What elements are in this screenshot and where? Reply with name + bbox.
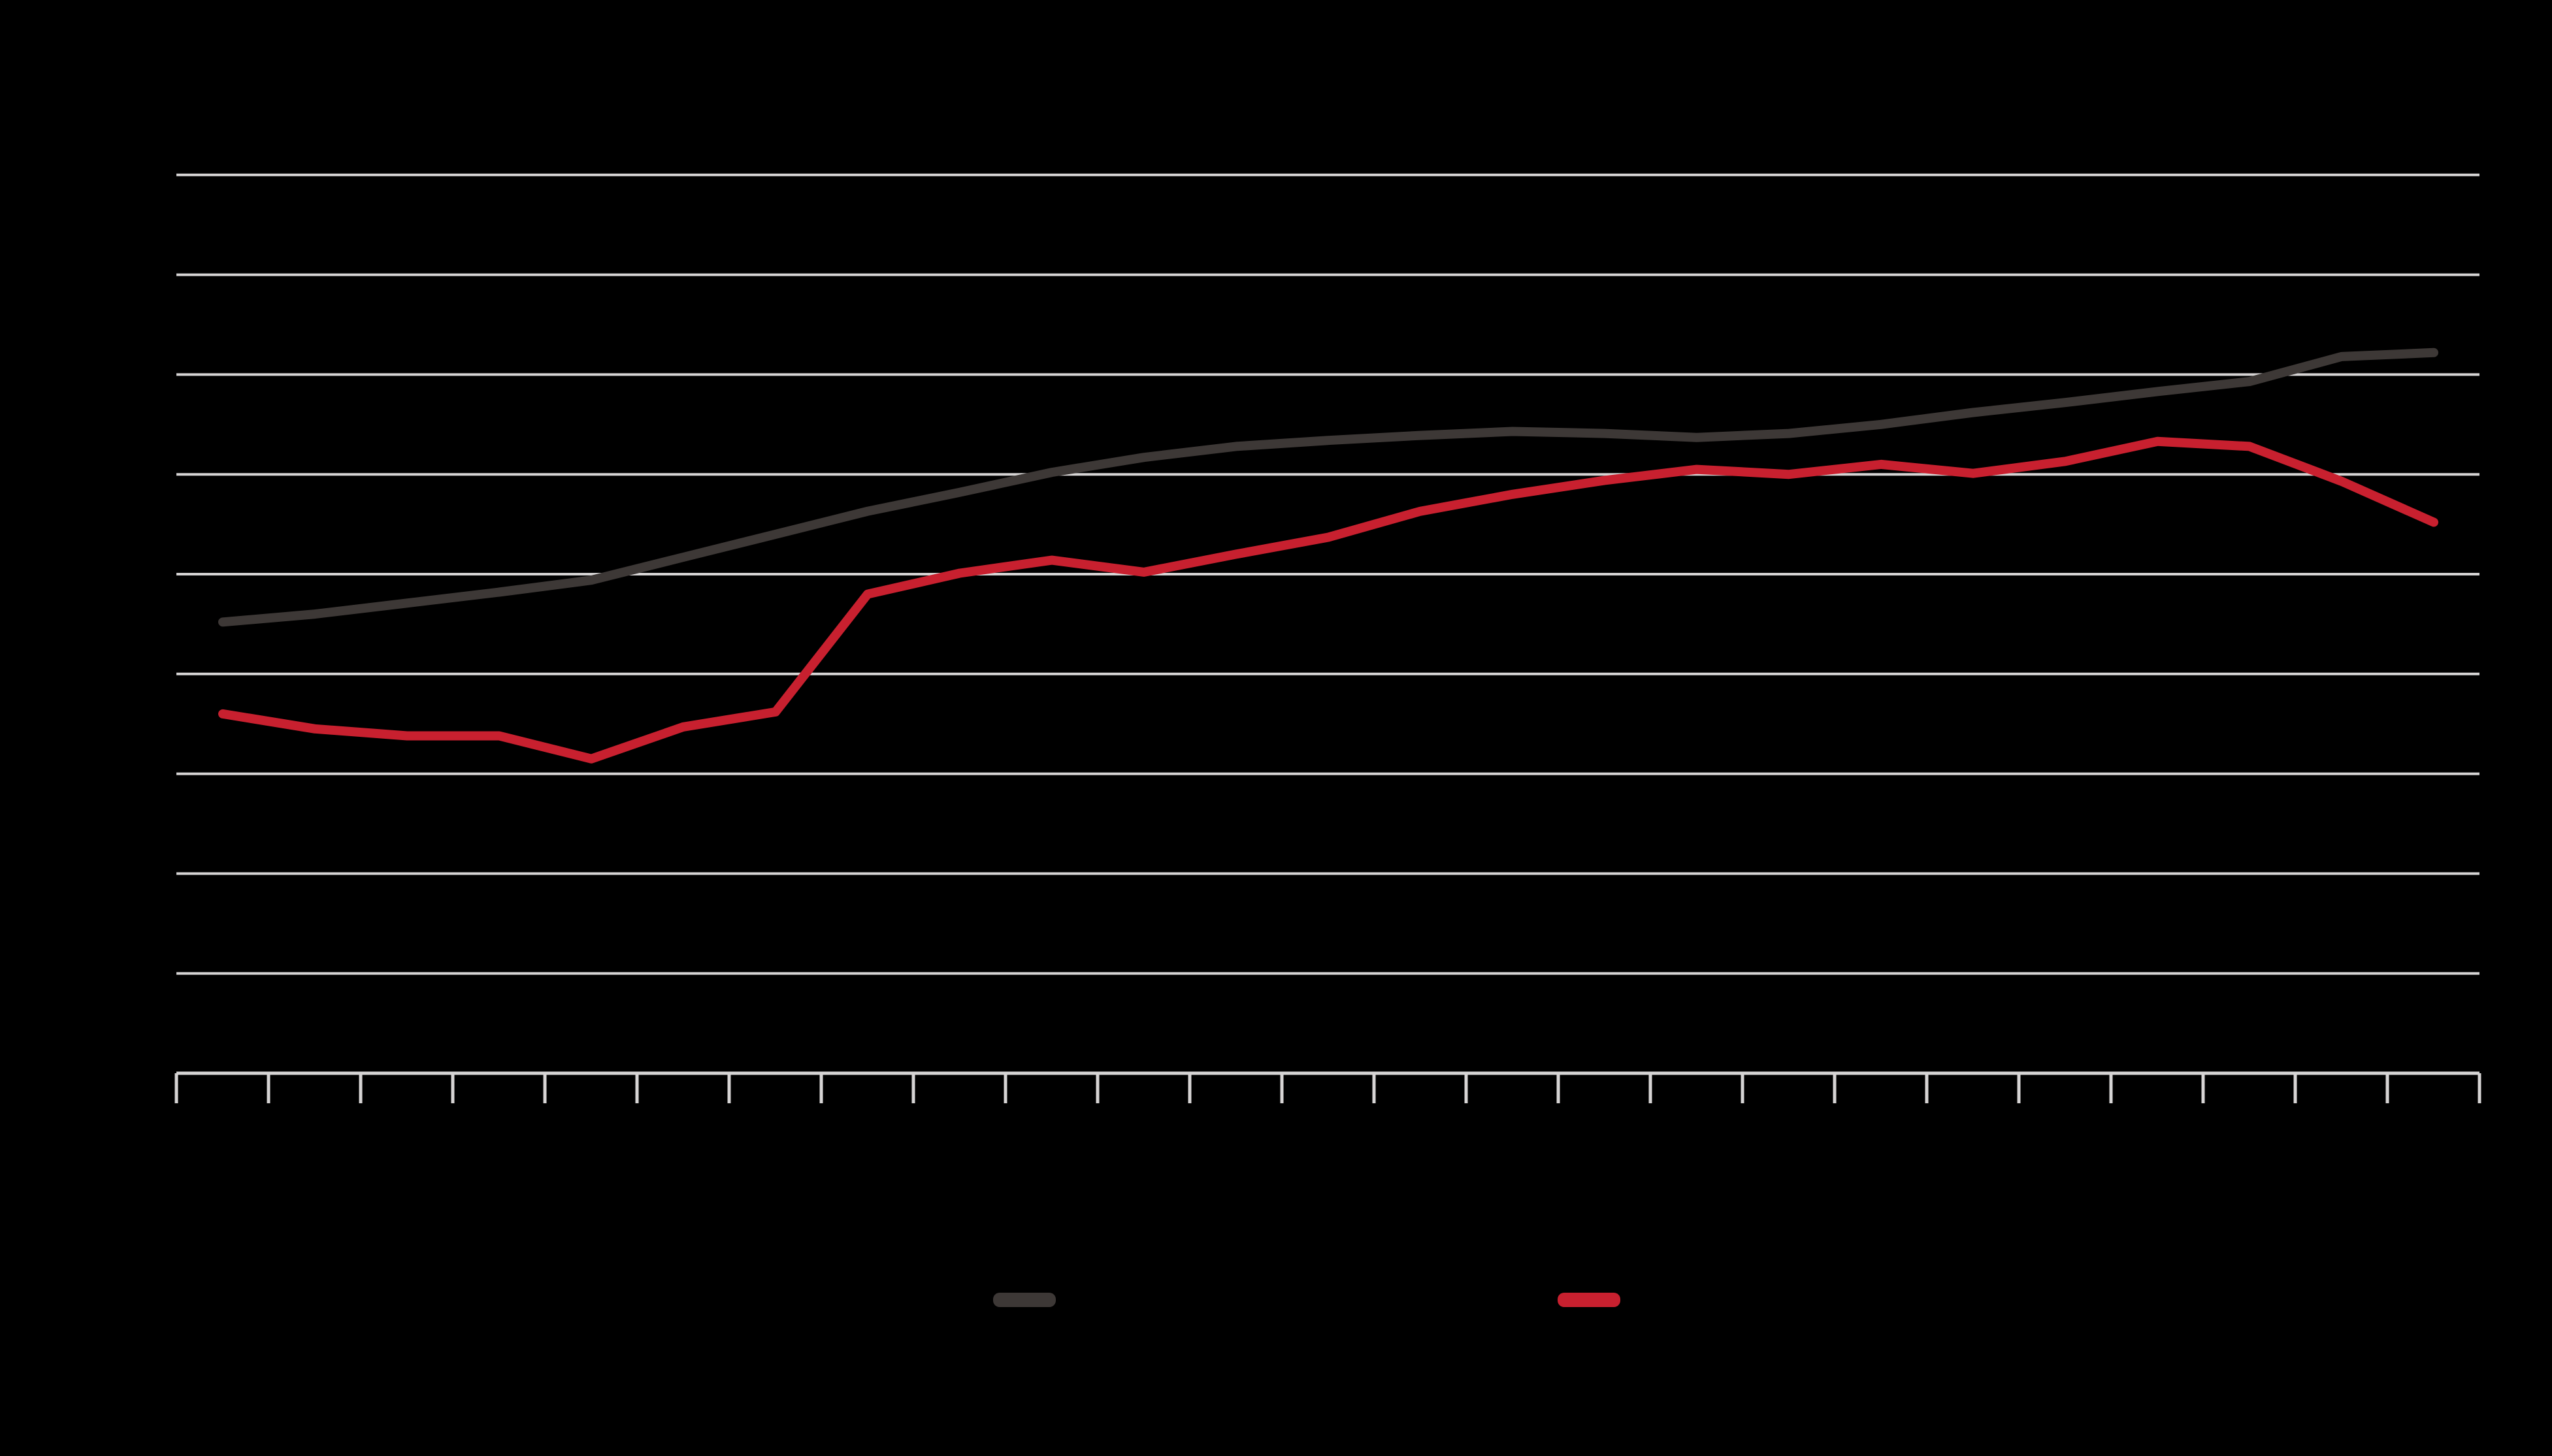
gridline-group	[176, 173, 2479, 975]
legend-swatch-red	[1558, 1293, 1620, 1307]
legend-swatch-dark	[993, 1293, 1056, 1307]
legend	[993, 1293, 1620, 1307]
dark-gray-series-line	[218, 348, 2438, 627]
x-axis-group	[174, 1071, 2481, 1103]
series-group	[218, 348, 2438, 764]
red-series-line	[218, 436, 2438, 764]
